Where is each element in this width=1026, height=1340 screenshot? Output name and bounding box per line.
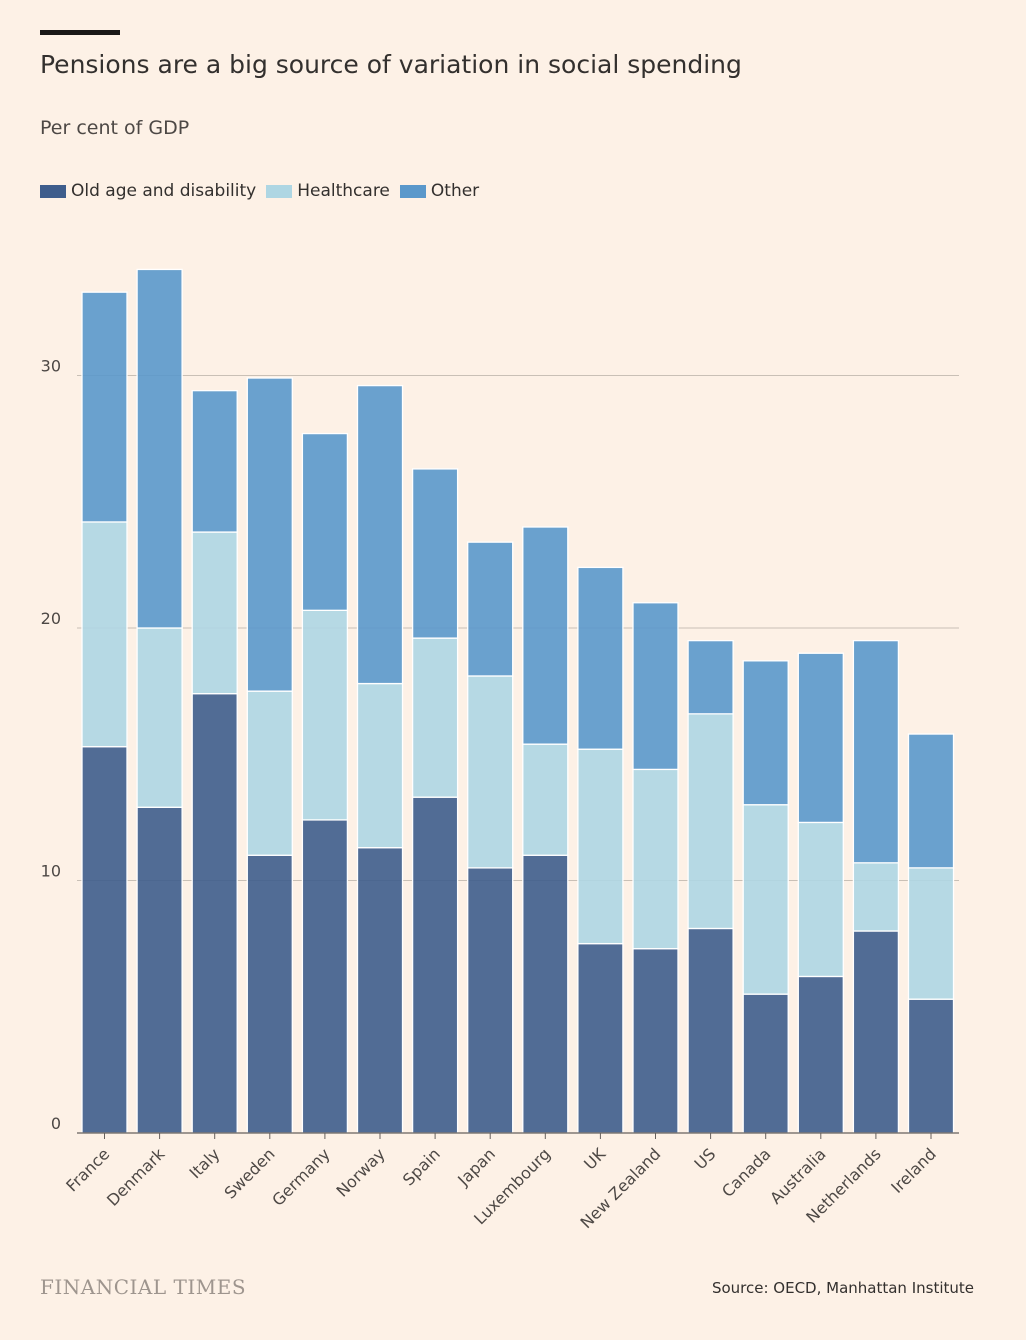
- bar-france-series-0: [81, 746, 128, 1134]
- y-tick-label-30: 30: [41, 357, 61, 376]
- top-rule: [40, 30, 120, 35]
- bar-new-zealand-series-1: [632, 768, 679, 950]
- legend-item-healthcare: Healthcare: [266, 181, 390, 201]
- brand-logo: FINANCIAL TIMES: [40, 1275, 247, 1299]
- chart-subtitle: Per cent of GDP: [40, 117, 190, 139]
- y-tick-label-10: 10: [41, 862, 61, 881]
- x-tick-label-us: US: [691, 1144, 720, 1173]
- legend-item-other: Other: [399, 181, 480, 201]
- x-tick-label-france: France: [62, 1144, 113, 1195]
- y-tick-label-20: 20: [41, 609, 61, 628]
- legend: Old age and disability Healthcare Other: [40, 181, 489, 201]
- x-tick-label-japan: Japan: [453, 1144, 499, 1190]
- source-note: Source: OECD, Manhattan Institute: [711, 1279, 974, 1297]
- bar-japan-series-2: [467, 541, 514, 677]
- legend-swatch-other: [399, 184, 426, 198]
- bar-new-zealand-series-2: [632, 602, 679, 771]
- legend-swatch-healthcare: [266, 184, 293, 198]
- bar-norway-series-2: [356, 384, 404, 685]
- x-tick-label-italy: Italy: [186, 1144, 224, 1182]
- bar-italy-series-1: [191, 531, 238, 695]
- bar-canada-series-1: [742, 804, 789, 995]
- bar-ireland-series-2: [907, 733, 955, 869]
- legend-item-old-age: Old age and disability: [40, 181, 256, 201]
- bar-japan-series-0: [467, 867, 514, 1134]
- bar-denmark-series-1: [136, 627, 183, 808]
- bar-ireland-series-1: [907, 867, 955, 1000]
- bar-australia-series-1: [797, 821, 844, 978]
- bar-germany-series-2: [301, 432, 349, 611]
- x-tick-label-uk: UK: [580, 1144, 609, 1173]
- legend-label-old-age: Old age and disability: [71, 181, 257, 201]
- bar-luxembourg-series-1: [522, 743, 569, 856]
- bar-uk-series-0: [577, 942, 624, 1134]
- bar-italy-series-2: [191, 389, 238, 533]
- bar-denmark-series-2: [136, 268, 183, 629]
- bar-australia-series-2: [797, 652, 844, 824]
- bar-netherlands-series-0: [852, 930, 900, 1134]
- bar-sweden-series-1: [246, 690, 293, 856]
- bar-france-series-1: [81, 521, 128, 748]
- bar-germany-series-1: [301, 609, 349, 821]
- bar-canada-series-2: [742, 660, 789, 806]
- legend-swatch-old-age: [40, 184, 66, 198]
- x-tick-label-germany: Germany: [268, 1144, 333, 1209]
- bar-norway-series-1: [356, 682, 404, 849]
- bar-sweden-series-2: [246, 377, 293, 692]
- bar-luxembourg-series-0: [522, 854, 569, 1134]
- legend-label-healthcare: Healthcare: [297, 181, 390, 201]
- bar-spain-series-0: [411, 796, 459, 1134]
- bar-france-series-2: [81, 291, 128, 523]
- bar-uk-series-1: [577, 748, 624, 945]
- bar-netherlands-series-1: [852, 862, 900, 932]
- x-tick-label-ireland: Ireland: [887, 1144, 940, 1197]
- x-tick-label-norway: Norway: [332, 1144, 388, 1200]
- bar-us-series-1: [687, 713, 734, 930]
- bar-us-series-2: [687, 639, 734, 715]
- bar-germany-series-0: [301, 819, 349, 1134]
- bar-uk-series-2: [577, 566, 624, 750]
- bar-norway-series-0: [356, 847, 404, 1134]
- x-tick-label-denmark: Denmark: [103, 1144, 169, 1210]
- y-tick-label-0: 0: [51, 1114, 61, 1133]
- x-tick-label-spain: Spain: [399, 1144, 444, 1189]
- bar-sweden-series-0: [246, 854, 293, 1134]
- bar-denmark-series-0: [136, 806, 183, 1134]
- bar-australia-series-0: [797, 975, 844, 1134]
- bar-japan-series-1: [467, 675, 514, 869]
- bar-netherlands-series-2: [852, 639, 900, 864]
- x-tick-label-canada: Canada: [718, 1144, 774, 1200]
- chart-title: Pensions are a big source of variation i…: [40, 50, 742, 79]
- legend-label-other: Other: [430, 181, 480, 201]
- bar-us-series-0: [687, 927, 734, 1134]
- bar-new-zealand-series-0: [632, 948, 679, 1134]
- bar-spain-series-1: [411, 637, 459, 798]
- bar-ireland-series-0: [907, 998, 955, 1134]
- bar-canada-series-0: [742, 993, 789, 1134]
- bar-spain-series-2: [411, 468, 459, 639]
- bar-luxembourg-series-2: [522, 526, 569, 745]
- bar-italy-series-0: [191, 693, 238, 1134]
